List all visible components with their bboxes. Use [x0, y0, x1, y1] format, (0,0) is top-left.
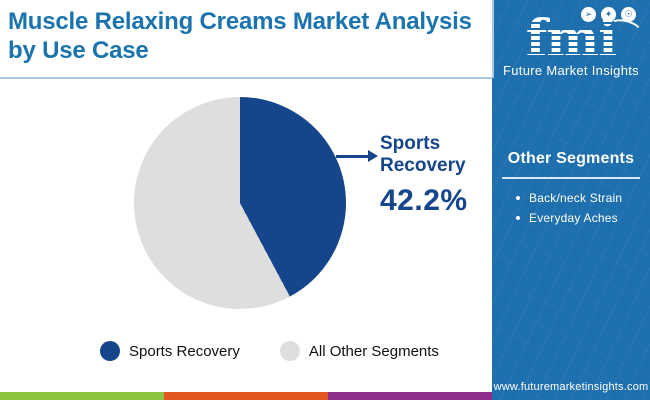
legend-swatch-navy: [100, 341, 120, 361]
website-url[interactable]: www.futuremarketinsights.com: [493, 381, 649, 393]
sidebar: ➢ ✦ ☉ fmi Future Market Insights Other S…: [492, 0, 650, 400]
pie-callout: Sports Recovery 42.2%: [380, 133, 492, 218]
segment-label: Everyday Aches: [529, 211, 618, 225]
legend: Sports Recovery All Other Segments: [100, 341, 439, 361]
pie-chart: [134, 97, 346, 309]
logo-wordmark: fmi: [521, 8, 621, 67]
bullet-icon: [516, 216, 520, 220]
legend-item-all-other-segments: All Other Segments: [279, 341, 439, 361]
header-divider: [0, 77, 492, 79]
logo-icons-row: ➢ ✦ ☉: [581, 7, 636, 22]
legend-label: All Other Segments: [308, 342, 439, 360]
segment-list: Back/neck Strain Everyday Aches: [492, 191, 650, 225]
bullet-icon: [516, 196, 520, 200]
footer-stripe-purple: [328, 392, 492, 400]
list-item: Everyday Aches: [516, 211, 650, 225]
fmi-logo: ➢ ✦ ☉ fmi Future Market Insights: [492, 0, 650, 100]
other-segments-heading: Other Segments: [507, 150, 635, 167]
legend-item-sports-recovery: Sports Recovery: [100, 341, 240, 361]
logo-left-divider: [492, 0, 494, 78]
callout-arrow-icon: [368, 150, 378, 162]
globe-icon: ☉: [621, 7, 636, 22]
legend-swatch-gray: [279, 341, 300, 361]
callout-arrow-line: [336, 155, 370, 158]
callout-label: Sports Recovery: [380, 133, 466, 176]
list-item: Back/neck Strain: [516, 191, 650, 205]
legend-label: Sports Recovery: [129, 342, 240, 360]
other-segments-panel: Other Segments Back/neck Strain Everyday…: [492, 150, 650, 231]
footer-stripe-orange: [164, 392, 328, 400]
footer-stripe-green: [0, 392, 164, 400]
callout-value: 42.2%: [380, 184, 468, 217]
page-title: Muscle Relaxing Creams Market Analysis b…: [8, 8, 472, 64]
segment-label: Back/neck Strain: [529, 191, 623, 205]
logo-tagline: Future Market Insights: [503, 63, 639, 78]
heading-underline: [502, 177, 640, 179]
